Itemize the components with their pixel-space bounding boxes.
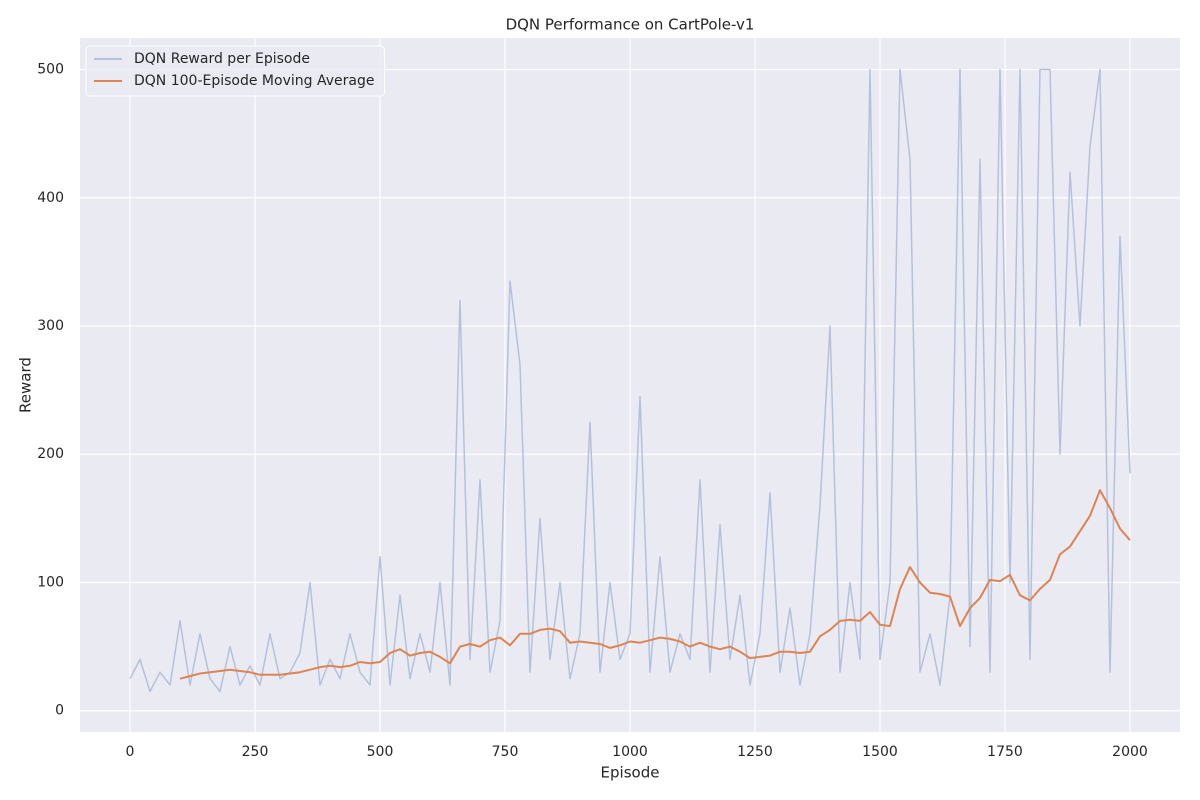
legend-box — [85, 45, 385, 97]
x-tick-label: 2000 — [1112, 744, 1148, 760]
y-tick-label: 500 — [37, 62, 64, 78]
y-tick-label: 300 — [37, 318, 64, 334]
series-line — [179, 489, 1131, 680]
chart-title: DQN Performance on CartPole-v1 — [506, 16, 755, 34]
y-axis-label: Reward — [17, 357, 35, 413]
x-tick-label: 500 — [367, 744, 394, 760]
x-tick-label: 1000 — [612, 744, 648, 760]
y-tick-label: 0 — [55, 703, 64, 719]
x-tick-label: 1250 — [737, 744, 773, 760]
legend-label: DQN 100-Episode Moving Average — [134, 73, 374, 89]
x-tick-label: 750 — [492, 744, 519, 760]
y-tick-label: 400 — [37, 190, 64, 206]
x-tick-label: 1750 — [987, 744, 1023, 760]
x-axis-label: Episode — [601, 764, 660, 782]
series-line — [129, 68, 1131, 693]
x-tick-label: 250 — [242, 744, 269, 760]
y-tick-label: 100 — [37, 574, 64, 590]
x-tick-label: 0 — [126, 744, 135, 760]
y-tick-label: 200 — [37, 446, 64, 462]
legend-label: DQN Reward per Episode — [134, 51, 310, 67]
x-tick-label: 1500 — [862, 744, 898, 760]
